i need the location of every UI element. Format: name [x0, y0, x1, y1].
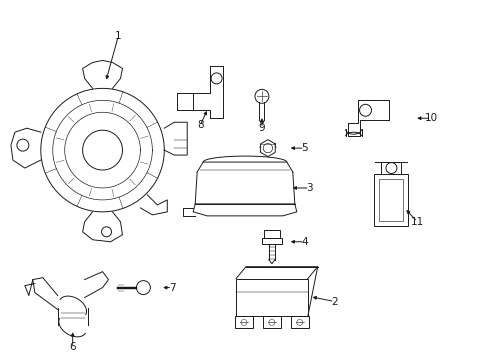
Text: 6: 6 — [69, 342, 76, 352]
Text: 1: 1 — [115, 31, 122, 41]
Text: 2: 2 — [331, 297, 337, 306]
Bar — [263, 316, 280, 328]
Bar — [236, 279, 307, 316]
Text: 9: 9 — [258, 123, 264, 133]
Bar — [264, 230, 279, 238]
Text: 3: 3 — [306, 183, 312, 193]
Text: 11: 11 — [410, 217, 423, 227]
Bar — [374, 174, 407, 226]
Text: 5: 5 — [301, 143, 307, 153]
Bar — [262, 238, 281, 244]
Text: 8: 8 — [197, 120, 203, 130]
Text: 10: 10 — [424, 113, 437, 123]
Text: 7: 7 — [169, 283, 175, 293]
Bar — [235, 316, 252, 328]
Text: 4: 4 — [301, 237, 307, 247]
Bar — [379, 179, 403, 221]
Bar — [290, 316, 308, 328]
